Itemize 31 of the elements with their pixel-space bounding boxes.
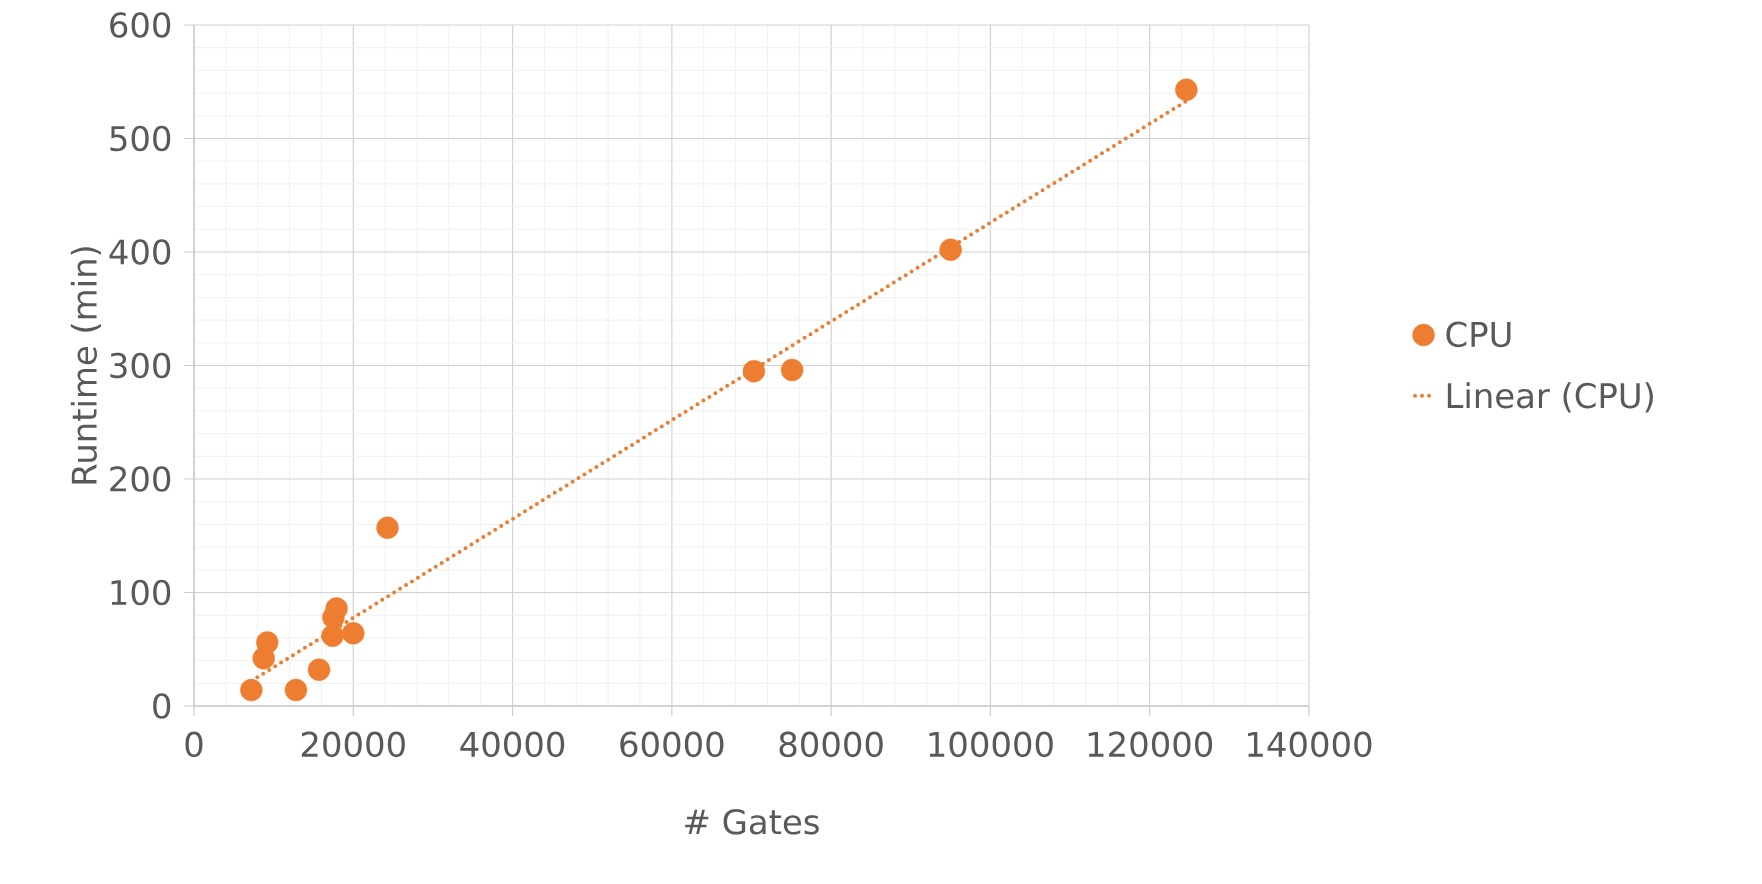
x-tick-label: 120000 — [1088, 731, 1213, 758]
point — [376, 516, 399, 539]
point — [321, 624, 344, 647]
x-tick-label: 80000 — [779, 731, 883, 758]
point — [256, 631, 279, 654]
point — [742, 359, 766, 383]
y-tick-label: 200 — [110, 466, 171, 492]
x-tick-label: 40000 — [460, 731, 565, 758]
y-tick-label: 600 — [110, 12, 171, 38]
point — [240, 678, 263, 702]
point — [307, 658, 331, 681]
x-tick-label: 100000 — [929, 731, 1053, 758]
y-tick-label: 400 — [109, 239, 171, 265]
y-axis-title: Runtime (min) — [70, 247, 101, 484]
legend-label: CPU — [1446, 321, 1511, 348]
legend-label: Linear (CPU) — [1447, 382, 1653, 413]
point — [939, 238, 962, 261]
y-tick-label: 500 — [110, 125, 171, 152]
point — [1175, 78, 1198, 101]
point — [325, 597, 348, 620]
x-axis-title: # Gates — [685, 808, 819, 835]
y-tick-label: 300 — [110, 352, 171, 379]
x-tick-label: 0 — [185, 731, 203, 758]
point — [342, 622, 365, 645]
x-tick-label: 20000 — [301, 731, 405, 758]
y-tick-label: 0 — [153, 693, 171, 719]
point — [780, 358, 804, 382]
x-tick-label: 140000 — [1248, 731, 1372, 758]
y-tick-label: 100 — [111, 579, 171, 606]
x-tick-label: 60000 — [620, 731, 724, 758]
point — [284, 678, 308, 702]
